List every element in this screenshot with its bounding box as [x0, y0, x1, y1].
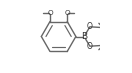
- Text: O: O: [47, 10, 53, 16]
- Text: O: O: [87, 22, 93, 31]
- Text: O: O: [64, 10, 70, 16]
- Text: O: O: [87, 42, 93, 51]
- Text: B: B: [81, 32, 87, 41]
